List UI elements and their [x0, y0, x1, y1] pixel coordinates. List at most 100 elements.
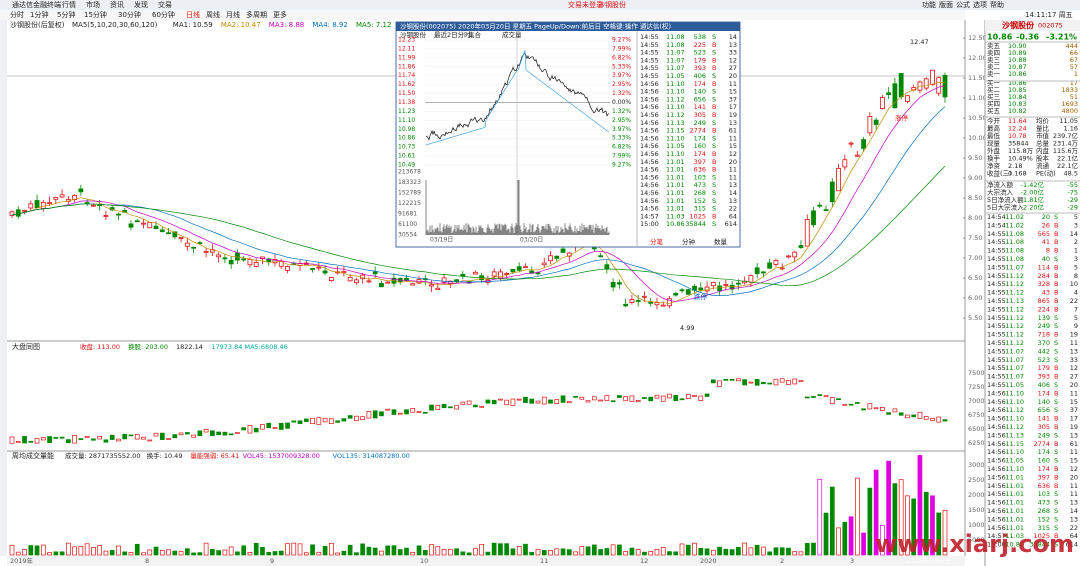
menu-item[interactable]: 资讯 [110, 0, 124, 9]
tick-side: B [1054, 289, 1058, 297]
popup-footer-tab[interactable]: 数量 [714, 237, 728, 246]
tick-count: 13 [1070, 347, 1078, 355]
y-tick-label: 9.27% [612, 162, 631, 169]
sub-candle [441, 403, 447, 409]
period-tab[interactable]: 1分钟 [30, 10, 48, 19]
stat-label: 量比 [1036, 124, 1050, 133]
volume-bar [829, 486, 835, 556]
tick-count: 15 [1070, 457, 1078, 465]
candle-body [735, 282, 741, 285]
candle-body [598, 255, 604, 258]
menu-item[interactable]: 行情 [62, 0, 76, 9]
book-volume: 66 [1070, 49, 1078, 57]
candle-body [854, 154, 860, 157]
candle-body [147, 222, 153, 229]
volume-bar [103, 550, 109, 556]
tick-count: 11 [729, 173, 737, 181]
indicator: MA5(5,10,20,30,60,120) [72, 21, 158, 29]
candle-body [141, 222, 146, 225]
candle-body [623, 303, 629, 307]
y-tick-label: 9.00 [968, 174, 982, 182]
sub-candle [103, 439, 109, 443]
book-label: 卖一 [987, 70, 1001, 78]
period-tab[interactable]: 周线 [206, 10, 220, 19]
tick-price: 11.07 [1005, 356, 1024, 364]
period-tab[interactable]: 分时 [10, 10, 24, 19]
tick-volume: 523 [694, 49, 706, 57]
clock: 14:11:17 周五 [1025, 11, 1073, 19]
tick-price: 11.13 [1005, 297, 1024, 305]
sub-candle [153, 432, 159, 437]
tick-volume: 174 [694, 150, 706, 158]
x-tick-label: 03/19日 [430, 237, 453, 244]
tick-count: 13 [1070, 499, 1078, 507]
tick-time: 14:56 [987, 482, 1006, 490]
stat-label: 最低 [987, 131, 1001, 140]
menu-item[interactable]: 功能 [922, 0, 936, 9]
tick-price: 11.01 [666, 197, 685, 205]
menu-item[interactable]: 帮助 [990, 0, 1004, 9]
y-tick-label: 61100 [398, 221, 417, 228]
period-tab[interactable]: 30分钟 [118, 10, 141, 19]
tick-price: 11.15 [1005, 440, 1024, 448]
menu-item[interactable]: 发现 [134, 0, 148, 9]
menu-item[interactable]: 交易 [158, 0, 172, 9]
legend: 量能强弱: 65.41 [190, 451, 239, 460]
tick-time: 14:55 [987, 289, 1006, 297]
candle-body [353, 279, 359, 284]
menu-item[interactable]: 版面 [939, 0, 953, 9]
candle-body [873, 119, 879, 125]
menu-bar [0, 0, 1080, 10]
tick-volume: 152 [694, 197, 706, 205]
period-tab[interactable]: 更多 [273, 10, 287, 19]
popup-footer-tab[interactable]: 分钟 [682, 237, 696, 246]
menu-item[interactable]: 市场 [86, 0, 100, 9]
volume-bar [742, 542, 747, 556]
candle-body [97, 204, 103, 207]
popup-footer-tab[interactable]: 分笔 [650, 237, 664, 246]
popup-tab[interactable]: 集合 [468, 30, 482, 39]
period-tab[interactable]: 15分钟 [84, 10, 107, 19]
menu-item[interactable]: 选项 [973, 0, 987, 9]
tick-count: 2 [1074, 238, 1078, 246]
y-tick-label: 6.82% [612, 144, 631, 151]
y-tick-label: 12.11 [398, 45, 415, 52]
stat-label: 均价 [1036, 116, 1050, 125]
volume-bar [685, 544, 691, 556]
period-tab[interactable]: 月线 [226, 10, 240, 19]
volume-bar [416, 545, 422, 556]
period-tab[interactable]: 60分钟 [152, 10, 175, 19]
candle-body [498, 271, 503, 279]
menu-item[interactable]: 公式 [956, 0, 970, 9]
volume-bar [341, 550, 347, 556]
candle-body [723, 284, 729, 286]
sub-candle [466, 400, 472, 405]
period-tab[interactable]: 多周期 [246, 10, 267, 19]
tick-side: B [712, 103, 716, 111]
popup-tab[interactable]: 沙钢股份 [400, 30, 427, 39]
candle-body [91, 204, 96, 207]
y-tick-label: 6250 [968, 439, 985, 447]
sub-candle [591, 396, 597, 401]
volume-bar [241, 545, 247, 556]
stat-value: 231.4万 [1053, 140, 1079, 148]
popup-tab[interactable]: 最近2日分时 [434, 30, 471, 39]
y-tick-label: 183323 [398, 179, 421, 186]
sub-candle [22, 436, 27, 444]
popup-tab[interactable]: 成交量 [502, 30, 522, 39]
volume-bar [278, 550, 284, 556]
volume-bar [861, 532, 866, 556]
period-tab[interactable]: 日线 [186, 10, 200, 19]
tick-side: S [1054, 381, 1058, 389]
tick-time: 14:57 [640, 212, 659, 220]
tick-time: 14:56 [987, 398, 1006, 406]
period-tab[interactable]: 5分钟 [57, 10, 75, 19]
tick-side: S [712, 189, 716, 197]
tick-volume: 865 [1038, 297, 1050, 305]
tick-count: 614 [725, 220, 737, 228]
sub-candle [692, 394, 697, 397]
y-tick-label: 6500 [968, 425, 985, 433]
date-label: 3 [850, 557, 854, 565]
tick-volume: 565 [1038, 230, 1050, 238]
tick-time: 14:55 [987, 331, 1006, 339]
